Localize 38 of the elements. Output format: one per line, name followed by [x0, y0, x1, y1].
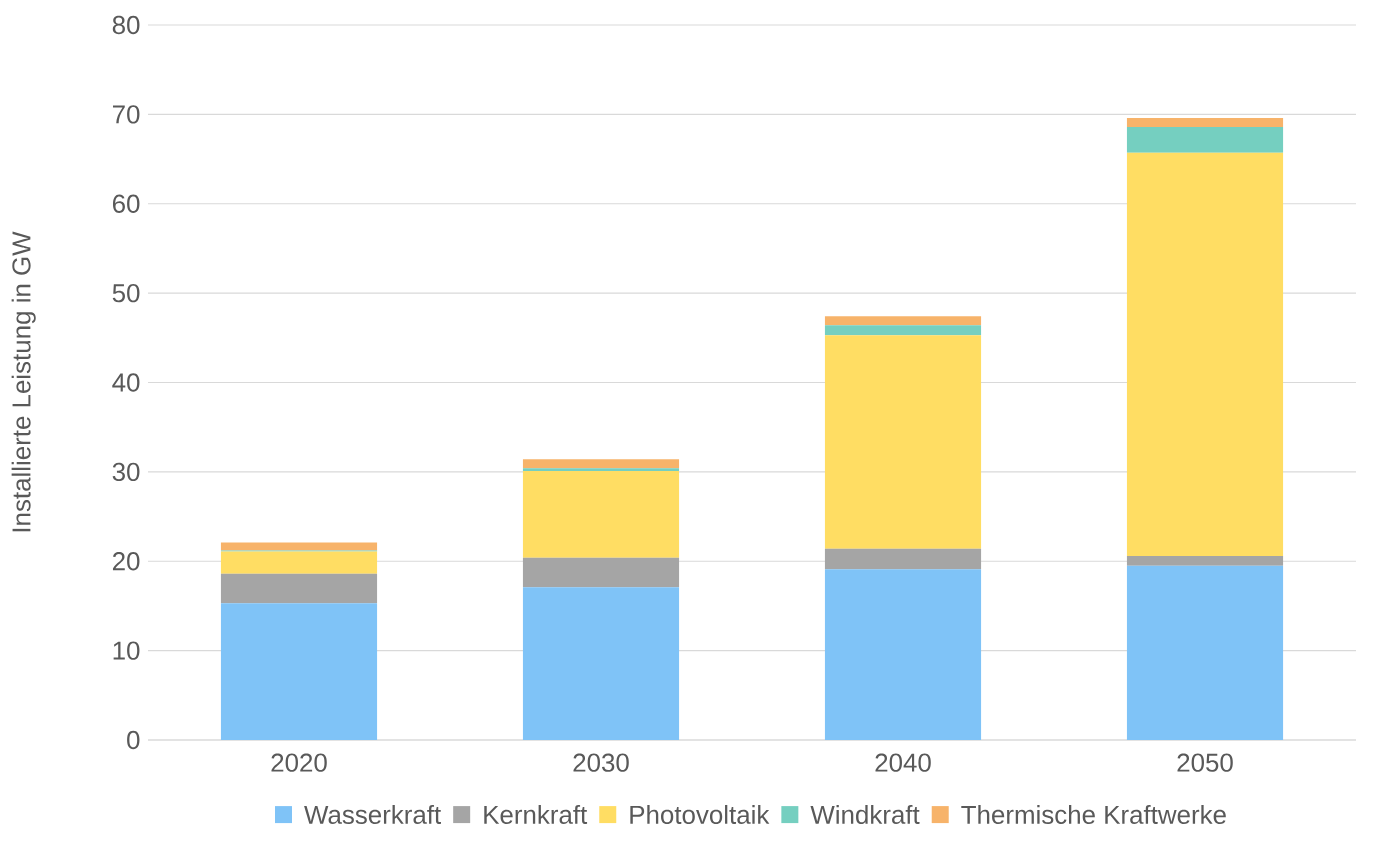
- bar: [824, 316, 982, 326]
- x-tick-label: 2050: [1177, 753, 1233, 772]
- y-tick-label: 80: [112, 15, 140, 35]
- bar: [522, 468, 680, 471]
- bar: [522, 587, 680, 740]
- legend-label: Wasserkraft: [304, 804, 441, 824]
- y-tick-label: 50: [112, 283, 140, 303]
- bar: [1126, 117, 1284, 127]
- bar: [522, 459, 680, 469]
- bar: [824, 325, 982, 336]
- bar: [1126, 152, 1284, 556]
- bar: [824, 548, 982, 570]
- y-tick-label: 20: [112, 552, 140, 571]
- x-tick-label: 2030: [573, 753, 629, 772]
- bar: [522, 470, 680, 558]
- legend-label: Thermische Kraftwerke: [961, 804, 1226, 824]
- x-tick-label: 2020: [271, 753, 327, 772]
- bar: [220, 603, 378, 740]
- bar: [220, 551, 378, 574]
- bar: [824, 569, 982, 740]
- bar: [1126, 565, 1284, 740]
- bar: [824, 335, 982, 549]
- x-tick-label: 2040: [875, 753, 931, 772]
- y-tick-label: 70: [113, 105, 140, 124]
- y-tick-label: 60: [112, 194, 140, 213]
- bar: [220, 542, 378, 551]
- legend-label: Windkraft: [810, 804, 920, 824]
- bar: [1126, 126, 1284, 153]
- y-axis-title: Installierte Leistung in GW: [11, 231, 36, 532]
- y-tick-label: 10: [113, 641, 140, 660]
- legend-label: Photovoltaik: [630, 804, 770, 824]
- y-tick-label: 0: [127, 730, 140, 750]
- y-tick-label: 30: [112, 462, 140, 482]
- bar: [1126, 555, 1284, 566]
- legend-label: Kernkraft: [484, 804, 588, 824]
- bar: [220, 573, 378, 604]
- bar: [522, 557, 680, 588]
- y-tick-label: 40: [112, 373, 140, 392]
